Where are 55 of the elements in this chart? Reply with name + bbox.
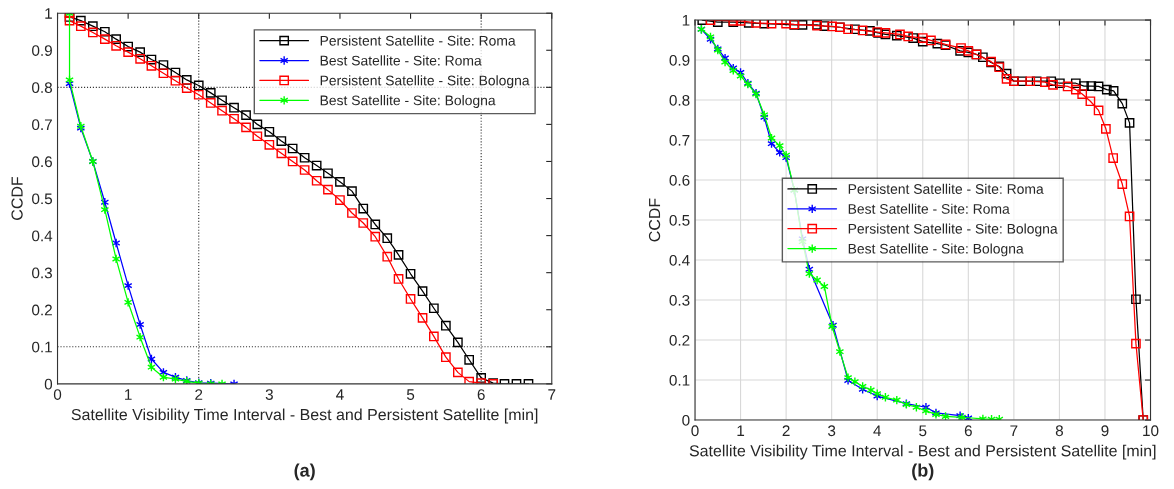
y-tick-label: 0.9 [669, 54, 690, 66]
x-tick-label: 2 [195, 389, 203, 400]
y-tick-label: 1 [682, 15, 690, 26]
x-tick-label: 6 [477, 389, 485, 400]
x-tick-label: 8 [1055, 425, 1063, 437]
y-tick-label: 0.7 [32, 119, 52, 131]
x-axis-title: Satellite Visibility Time Interval - Best and Persistent Satellite [min] [689, 444, 1156, 460]
legend-label: Best Satellite - Site: Bologna [848, 243, 1024, 257]
y-tick-label: 0.2 [669, 334, 690, 346]
x-tick-label: 4 [336, 389, 344, 400]
legend-label: Best Satellite - Site: Roma [848, 203, 1010, 214]
y-tick-label: 1 [45, 8, 52, 19]
y-tick-label: 0.9 [32, 45, 52, 56]
legend-label: Best Satellite - Site: Bologna [320, 95, 496, 109]
legend-label: Persistent Satellite - Site: Bologna [848, 223, 1058, 237]
y-tick-label: 0.3 [669, 294, 690, 306]
x-tick-label: 9 [1101, 425, 1109, 437]
y-tick-label: 0.5 [32, 193, 53, 205]
y-tick-label: 0.4 [32, 230, 53, 242]
y-axis-title: CCDF [648, 198, 661, 242]
x-tick-label: 4 [873, 425, 882, 436]
y-tick-label: 0.7 [669, 134, 690, 146]
y-tick-label: 0.8 [32, 82, 52, 94]
y-axis-title: CCDF [11, 176, 23, 220]
text: (a) [294, 463, 315, 481]
legend-label: Persistent Satellite - Site: Roma [848, 183, 1044, 194]
y-tick-label: 0.5 [669, 214, 690, 226]
y-tick-label: 0.2 [32, 304, 52, 316]
x-tick-label: 6 [964, 425, 972, 437]
x-tick-label: 1 [737, 425, 745, 436]
y-tick-label: 0.1 [32, 341, 52, 353]
y-tick-label: 0 [44, 378, 53, 390]
y-tick-label: 0.4 [669, 254, 690, 266]
text: (b) [912, 463, 934, 481]
x-tick-label: 0 [691, 425, 699, 437]
x-tick-label: 5 [406, 389, 415, 400]
y-tick-label: 0.3 [32, 267, 52, 279]
x-tick-label: 7 [548, 389, 556, 400]
x-tick-label: 3 [828, 425, 836, 437]
x-tick-label: 2 [782, 425, 790, 436]
legend-label: Persistent Satellite - Site: Bologna [320, 75, 530, 89]
y-tick-label: 0.1 [669, 374, 690, 386]
y-tick-label: 0.6 [32, 156, 52, 168]
x-tick-label: 7 [1010, 425, 1018, 436]
y-tick-label: 0.6 [669, 174, 690, 186]
x-tick-label: 5 [919, 425, 927, 437]
x-tick-label: 1 [125, 389, 132, 400]
y-tick-label: 0 [682, 414, 690, 426]
x-tick-label: 0 [53, 389, 62, 400]
legend-label: Persistent Satellite - Site: Roma [320, 35, 516, 46]
x-tick-label: 10 [1143, 425, 1159, 437]
x-tick-label: 3 [265, 389, 273, 400]
legend-label: Best Satellite - Site: Roma [320, 55, 482, 66]
x-axis-title: Satellite Visibility Time Interval - Best and Persistent Satellite [min] [71, 408, 538, 424]
y-tick-label: 0.8 [669, 94, 690, 106]
